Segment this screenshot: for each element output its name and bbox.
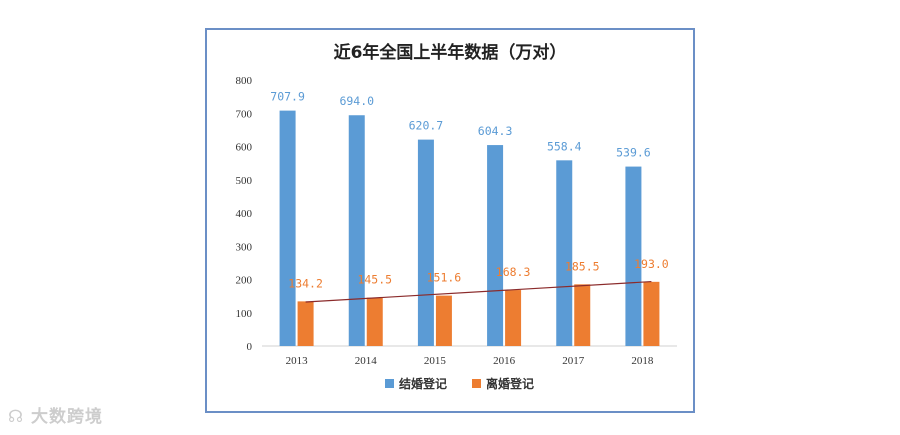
- x-tick-label: 2017: [562, 355, 585, 367]
- watermark-logo-icon: ☊: [8, 407, 25, 427]
- watermark-text: 大数跨境: [31, 407, 104, 427]
- bar-marriage: [487, 145, 504, 346]
- data-labels: 707.9 694.0 620.7 604.3 558.4 539.6 134.2 145.5…: [270, 90, 669, 291]
- bar-marriage: [279, 110, 296, 346]
- x-axis: 2013 2014 2015 2016 2017 2018: [262, 345, 677, 367]
- bar-divorce: [505, 290, 522, 346]
- y-tick-label: 600: [236, 142, 253, 154]
- y-tick-label: 800: [236, 75, 253, 87]
- data-label: 185.5: [565, 259, 600, 273]
- data-label: 134.2: [288, 276, 323, 290]
- data-label: 558.4: [547, 139, 582, 153]
- chart-canvas: 近6年全国上半年数据（万对） 0 100 200 300 400 500 600 700 800…: [236, 42, 677, 391]
- bar-marriage: [625, 166, 642, 346]
- y-tick-label: 400: [236, 208, 253, 220]
- data-label: 620.7: [409, 119, 444, 133]
- data-label: 151.6: [427, 271, 462, 285]
- data-label: 694.0: [339, 94, 374, 108]
- bar-marriage: [556, 160, 573, 346]
- y-tick-label: 0: [247, 341, 253, 353]
- x-tick-label: 2014: [355, 355, 378, 367]
- legend-label: 离婚登记: [486, 376, 534, 391]
- data-label: 168.3: [496, 265, 531, 279]
- chart-frame: 近6年全国上半年数据（万对） 0 100 200 300 400 500 600 700 800…: [205, 28, 695, 413]
- y-tick-label: 300: [236, 241, 253, 253]
- chart-title: 近6年全国上半年数据（万对）: [334, 42, 567, 63]
- x-tick-label: 2018: [631, 355, 654, 367]
- x-tick-label: 2016: [493, 355, 516, 367]
- bar-divorce: [643, 281, 660, 346]
- legend-label: 结婚登记: [399, 376, 447, 391]
- trendline-line: [305, 280, 652, 303]
- x-tick-label: 2015: [424, 355, 447, 367]
- bar-marriage: [417, 139, 434, 346]
- y-tick-label: 500: [236, 175, 253, 187]
- data-label: 707.9: [270, 90, 305, 104]
- y-tick-label: 200: [236, 275, 253, 287]
- y-tick-label: 700: [236, 108, 253, 120]
- watermark: ☊ 大数跨境: [8, 402, 103, 427]
- bar-marriage: [348, 115, 365, 347]
- data-label: 193.0: [634, 257, 669, 271]
- legend-swatch-divorce: [472, 379, 481, 388]
- bar-divorce: [574, 284, 591, 346]
- legend: 结婚登记 离婚登记: [385, 376, 534, 391]
- bars: [279, 110, 660, 347]
- bar-divorce: [297, 301, 314, 346]
- bar-divorce: [366, 297, 383, 346]
- y-axis: 0 100 200 300 400 500 600 700 800: [236, 75, 253, 353]
- data-label: 539.6: [616, 146, 651, 160]
- legend-swatch-marriage: [385, 379, 394, 388]
- x-tick-label: 2013: [286, 355, 309, 367]
- y-tick-label: 100: [236, 308, 253, 320]
- trendline: [305, 280, 652, 303]
- data-label: 604.3: [478, 124, 513, 138]
- data-label: 145.5: [357, 273, 392, 287]
- bar-divorce: [435, 295, 452, 346]
